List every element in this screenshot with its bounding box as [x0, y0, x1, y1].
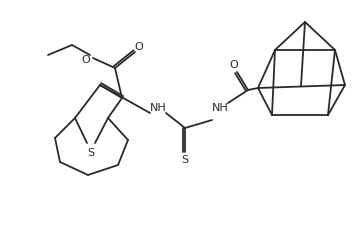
Text: S: S [182, 155, 189, 165]
Text: NH: NH [150, 103, 166, 113]
Text: O: O [135, 42, 143, 52]
Text: NH: NH [212, 103, 228, 113]
Text: O: O [82, 55, 90, 65]
Text: O: O [230, 60, 238, 70]
Text: S: S [87, 148, 95, 158]
